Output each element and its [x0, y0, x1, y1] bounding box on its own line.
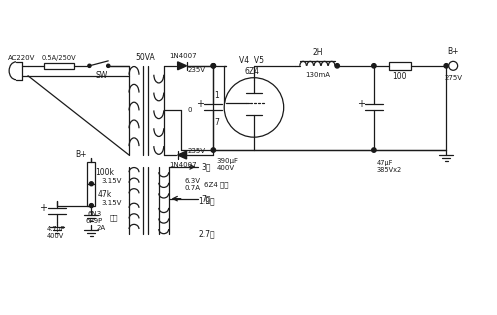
Polygon shape	[177, 151, 186, 159]
Circle shape	[335, 64, 339, 68]
Text: B+: B+	[447, 48, 459, 56]
Text: 2H: 2H	[312, 49, 323, 57]
Text: 1.9脆: 1.9脆	[198, 196, 215, 205]
Text: 100k: 100k	[95, 168, 114, 177]
Text: 47k: 47k	[97, 190, 111, 199]
Text: 47μF
385Vx2: 47μF 385Vx2	[377, 160, 402, 174]
Text: 3脆: 3脆	[202, 163, 211, 171]
Bar	[44, 63, 74, 69]
Text: +: +	[196, 99, 204, 109]
Text: 275V: 275V	[444, 75, 462, 81]
Text: 1N4007: 1N4007	[169, 162, 196, 168]
Circle shape	[89, 182, 93, 186]
Text: 100: 100	[393, 72, 407, 81]
Bar	[87, 162, 95, 184]
Text: 6N3
6P9P: 6N3 6P9P	[86, 211, 103, 224]
Text: 3.15V: 3.15V	[101, 178, 121, 184]
Circle shape	[372, 64, 376, 68]
Circle shape	[372, 148, 376, 152]
Text: 235V: 235V	[187, 148, 206, 154]
Text: 7脆: 7脆	[202, 194, 211, 203]
Text: 390μF
400V: 390μF 400V	[216, 158, 238, 171]
Text: 50VA: 50VA	[136, 53, 155, 62]
Circle shape	[89, 203, 93, 208]
Bar	[87, 184, 95, 206]
Text: 4.7μF
400V: 4.7μF 400V	[47, 226, 65, 239]
Text: V4  V5
6Z4: V4 V5 6Z4	[240, 56, 264, 76]
Text: 灯丝: 灯丝	[110, 214, 118, 221]
Circle shape	[211, 148, 216, 152]
Text: 130mA: 130mA	[305, 72, 330, 78]
Text: 1N4007: 1N4007	[169, 53, 196, 59]
Circle shape	[211, 64, 216, 68]
Text: 0: 0	[187, 107, 192, 113]
Text: 2A: 2A	[97, 225, 106, 232]
Text: SW: SW	[95, 71, 107, 80]
Text: 2.7脆: 2.7脆	[198, 230, 215, 239]
Text: 1: 1	[215, 91, 219, 100]
Circle shape	[444, 64, 448, 68]
Bar	[389, 62, 411, 70]
Text: 7: 7	[214, 118, 219, 127]
Text: +: +	[357, 99, 365, 109]
Circle shape	[211, 64, 216, 68]
Text: 235V: 235V	[187, 67, 206, 73]
Text: 6.3V
0.7A: 6.3V 0.7A	[184, 178, 201, 191]
Text: B+: B+	[75, 150, 86, 158]
Polygon shape	[177, 62, 186, 70]
Text: AC220V: AC220V	[8, 55, 35, 61]
Text: +: +	[39, 203, 47, 213]
Circle shape	[88, 64, 91, 67]
Text: 0.5A/250V: 0.5A/250V	[41, 55, 76, 61]
Text: 6Z4 灯丝: 6Z4 灯丝	[204, 181, 229, 188]
Circle shape	[107, 64, 110, 67]
Text: 3.15V: 3.15V	[101, 200, 121, 206]
